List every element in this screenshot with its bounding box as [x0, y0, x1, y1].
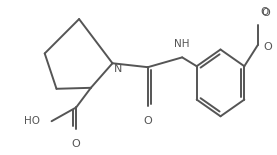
Text: HO: HO: [24, 116, 40, 126]
Text: O: O: [260, 7, 268, 17]
Text: O: O: [143, 116, 152, 126]
Text: NH: NH: [175, 39, 190, 49]
Text: O: O: [263, 42, 272, 52]
Text: O: O: [261, 8, 270, 18]
Text: N: N: [114, 64, 122, 74]
Text: O: O: [72, 139, 81, 149]
